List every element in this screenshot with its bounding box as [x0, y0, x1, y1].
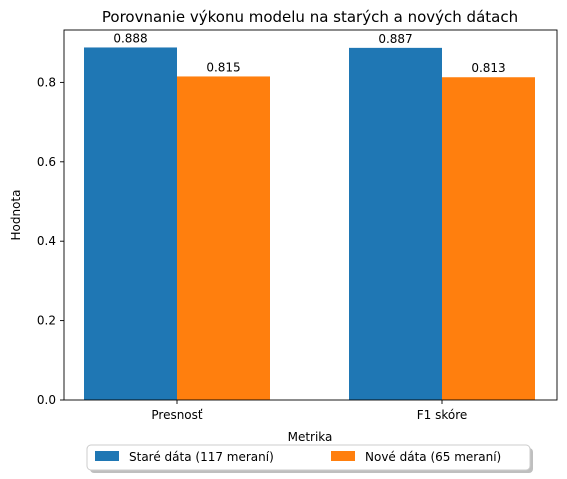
- y-axis-label: Hodnota: [9, 190, 23, 241]
- data-label: 0.813: [471, 61, 505, 75]
- data-label: 0.815: [206, 60, 240, 74]
- legend-swatch: [331, 451, 355, 461]
- bar: [84, 47, 177, 401]
- x-axis-label: Metrika: [288, 430, 333, 444]
- data-label: 0.888: [113, 31, 147, 45]
- y-tick-label: 0.6: [37, 155, 56, 169]
- legend-swatch: [95, 451, 119, 461]
- bar: [349, 47, 442, 400]
- legend-box: [86, 444, 531, 471]
- bar: [177, 76, 270, 401]
- plot-frame: [63, 29, 558, 401]
- data-label: 0.887: [378, 32, 412, 46]
- x-tick-label: F1 skóre: [417, 408, 468, 422]
- chart-title: Porovnanie výkonu modelu na starých a no…: [102, 8, 518, 26]
- y-tick-label: 0.4: [37, 234, 56, 248]
- legend: Staré dáta (117 meraní) Nové dáta (65 mer…: [86, 444, 533, 473]
- x-axis-ticks: Presnosť F1 skóre: [151, 400, 467, 422]
- bars-group: [84, 47, 535, 401]
- x-tick-label: Presnosť: [151, 408, 203, 422]
- data-labels-group: 0.888 0.815 0.887 0.813: [113, 31, 505, 75]
- bar: [442, 77, 535, 400]
- y-tick-label: 0.0: [37, 393, 56, 407]
- y-tick-label: 0.2: [37, 314, 56, 328]
- legend-label: Nové dáta (65 meraní): [365, 450, 501, 464]
- y-axis-ticks: 0.0 0.2 0.4 0.6 0.8: [37, 75, 64, 407]
- legend-label: Staré dáta (117 meraní): [129, 450, 274, 464]
- y-tick-label: 0.8: [37, 75, 56, 89]
